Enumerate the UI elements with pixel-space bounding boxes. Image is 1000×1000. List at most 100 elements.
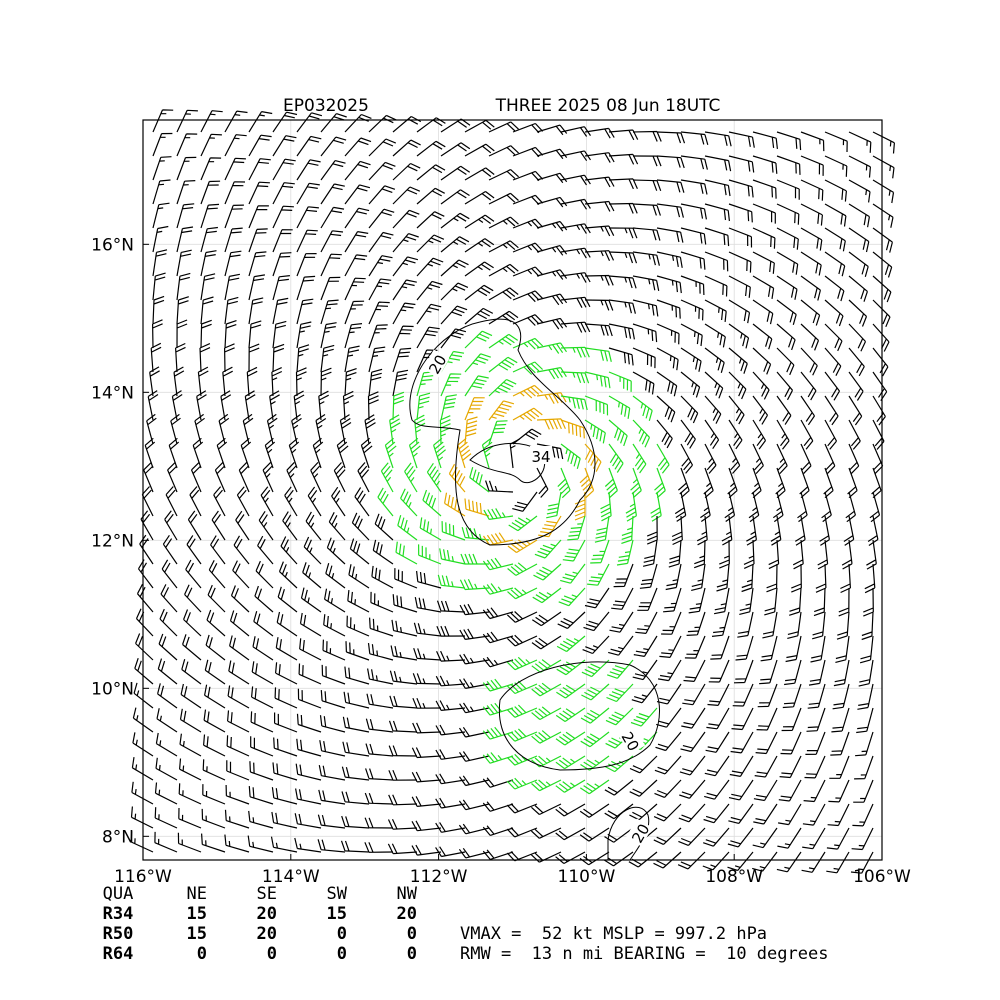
wind-barb <box>704 227 730 247</box>
wind-barb <box>608 227 638 239</box>
wind-barb <box>433 437 446 469</box>
wind-barb <box>741 563 754 593</box>
wind-barb <box>668 539 682 568</box>
wind-barb <box>162 534 178 565</box>
wind-barb <box>291 414 302 445</box>
wind-barb <box>507 562 538 576</box>
wind-barb <box>616 539 634 566</box>
wind-barb <box>343 691 370 709</box>
wind-barb <box>341 815 370 829</box>
wind-barb <box>440 305 468 325</box>
wind-barb <box>536 269 568 280</box>
wind-barb <box>824 131 848 153</box>
wind-barb <box>392 139 421 157</box>
contour-label: 20 <box>628 821 653 847</box>
wind-barb <box>416 211 445 229</box>
wind-barb <box>534 539 562 559</box>
wind-barb <box>791 563 802 593</box>
wind-barb <box>200 157 222 181</box>
wind-barb <box>389 670 418 685</box>
wind-barb <box>344 207 370 229</box>
wind-barb <box>440 373 462 397</box>
wind-barb <box>808 659 826 686</box>
wind-barb <box>344 300 365 325</box>
wind-barb <box>274 687 298 709</box>
wind-barb <box>780 731 802 755</box>
table-cell: 0 <box>407 924 417 944</box>
wind-barb <box>176 319 188 349</box>
wind-barb <box>753 779 778 802</box>
contour-line <box>409 318 596 546</box>
wind-barb <box>824 251 846 277</box>
wind-barb <box>482 631 514 644</box>
wind-barb <box>296 159 321 181</box>
wind-barb <box>368 346 386 373</box>
wind-barb <box>317 839 346 853</box>
wind-barb <box>560 272 591 283</box>
wind-barb <box>176 133 198 157</box>
wind-barb <box>584 250 615 261</box>
wind-barb <box>173 366 185 397</box>
x-tick-label: 110°W <box>558 867 616 887</box>
wind-barb <box>258 510 274 541</box>
wind-barb <box>229 610 250 637</box>
wind-barb <box>312 437 324 469</box>
wind-barb <box>200 296 214 325</box>
wind-barb <box>731 707 754 731</box>
wind-field <box>130 109 895 874</box>
row-label: R50 <box>103 924 134 944</box>
table-cell: 20 <box>257 924 277 944</box>
wind-barb <box>298 663 322 685</box>
wind-barb <box>812 611 826 640</box>
wind-barb <box>506 611 538 623</box>
wind-barb <box>485 480 514 493</box>
wind-barb <box>680 227 707 245</box>
wind-barb <box>632 659 658 681</box>
wind-barb <box>728 779 754 801</box>
wind-barb <box>848 131 872 153</box>
wind-barb <box>388 745 418 757</box>
wind-barb <box>464 416 478 445</box>
wind-barb <box>625 491 637 522</box>
wind-barb <box>536 367 567 380</box>
wind-barb <box>728 179 754 198</box>
wind-barb <box>296 298 314 325</box>
wind-barb <box>222 366 233 397</box>
wind-barb <box>344 666 370 685</box>
wind-barb <box>848 227 870 253</box>
wind-barb <box>271 787 298 805</box>
wind-barb <box>412 697 442 709</box>
wind-barb <box>272 252 292 277</box>
wind-barb <box>412 673 442 685</box>
wind-barb <box>632 130 662 142</box>
wind-barb <box>872 131 895 154</box>
wind-barb <box>464 330 493 349</box>
wind-barb <box>785 635 802 663</box>
wind-barb <box>440 282 469 301</box>
wind-barb <box>703 827 730 847</box>
wind-barb <box>464 167 495 181</box>
wind-barb <box>416 570 442 589</box>
wind-barb <box>772 491 784 523</box>
wind-barb <box>320 322 337 349</box>
wind-barb <box>777 827 802 849</box>
wind-barb <box>869 491 881 523</box>
wind-barb <box>776 155 801 175</box>
wind-barb <box>680 179 708 195</box>
wind-barb <box>199 343 211 373</box>
wind-barb <box>233 535 250 565</box>
wind-barb <box>444 492 466 517</box>
wind-barb <box>826 851 850 874</box>
wind-barb <box>440 259 469 277</box>
wind-barb <box>368 208 395 229</box>
wind-barb <box>459 628 490 640</box>
wind-barb <box>861 611 874 641</box>
wind-barb <box>348 564 370 589</box>
wind-barb <box>506 728 538 742</box>
wind-barb <box>365 718 394 733</box>
wind-barb <box>377 487 394 517</box>
wind-barb <box>464 284 494 301</box>
wind-barb <box>632 371 655 395</box>
wind-barb <box>656 275 682 294</box>
wind-barb <box>439 548 466 565</box>
